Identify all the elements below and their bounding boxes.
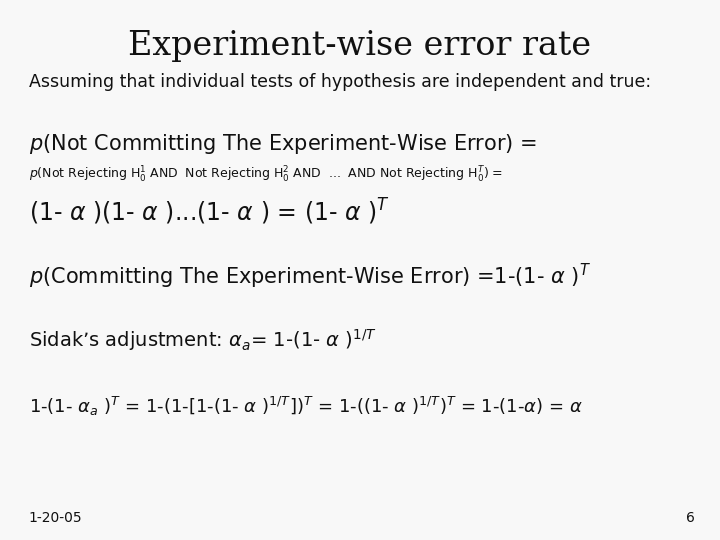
Text: 6: 6 (686, 511, 695, 525)
Text: Assuming that individual tests of hypothesis are independent and true:: Assuming that individual tests of hypoth… (29, 73, 651, 91)
Text: $p$(Not Committing The Experiment-Wise Error) =: $p$(Not Committing The Experiment-Wise E… (29, 132, 537, 156)
Text: 1-20-05: 1-20-05 (29, 511, 82, 525)
Text: 1-(1- $\alpha_a$ )$^T$ = 1-(1-[1-(1- $\alpha$ )$^{1/T}$])$^T$ = 1-((1- $\alpha$ : 1-(1- $\alpha_a$ )$^T$ = 1-(1-[1-(1- $\a… (29, 395, 582, 418)
Text: (1- $\alpha$ )(1- $\alpha$ )...(1- $\alpha$ ) = (1- $\alpha$ )$^T$: (1- $\alpha$ )(1- $\alpha$ )...(1- $\alp… (29, 197, 390, 227)
Text: $p$(Committing The Experiment-Wise Error) =1-(1- $\alpha$ )$^T$: $p$(Committing The Experiment-Wise Error… (29, 262, 591, 291)
Text: $p$(Not Rejecting H$_0^1$ AND  Not Rejecting H$_0^2$ AND  ...  AND Not Rejecting: $p$(Not Rejecting H$_0^1$ AND Not Reject… (29, 165, 503, 185)
Text: Sidak’s adjustment: $\alpha_a$= 1-(1- $\alpha$ )$^{1/T}$: Sidak’s adjustment: $\alpha_a$= 1-(1- $\… (29, 327, 377, 353)
Text: Experiment-wise error rate: Experiment-wise error rate (128, 30, 592, 62)
